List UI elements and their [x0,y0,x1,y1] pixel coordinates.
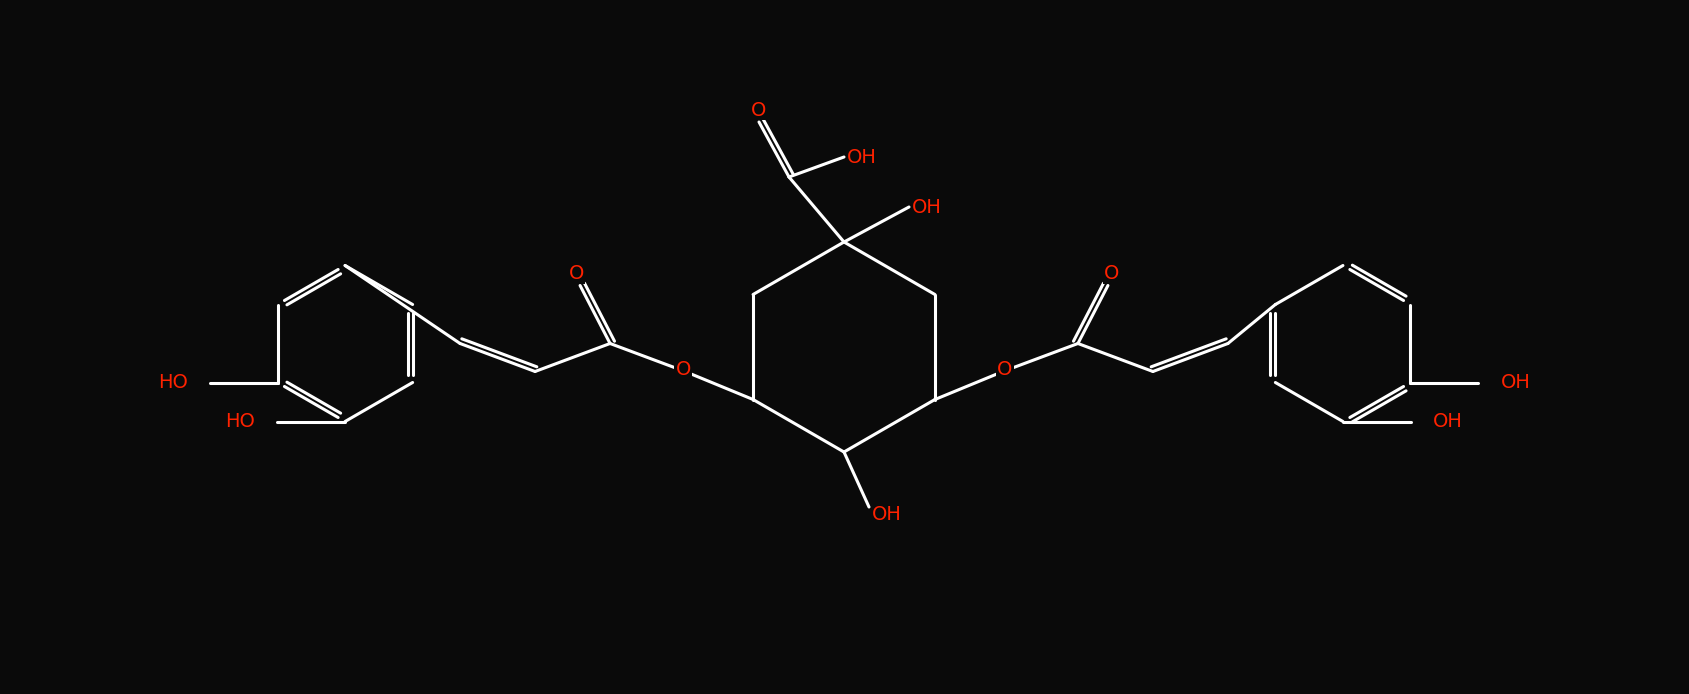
Text: O: O [569,264,584,283]
Text: O: O [752,101,767,119]
Text: HO: HO [157,373,187,392]
Text: O: O [676,360,691,379]
Text: O: O [1105,264,1120,283]
Text: O: O [997,360,1013,379]
Text: HO: HO [225,412,255,431]
Text: OH: OH [848,148,877,167]
Text: OH: OH [1500,373,1530,392]
Text: OH: OH [1432,412,1463,431]
Text: OH: OH [872,505,902,525]
Text: OH: OH [912,198,942,217]
